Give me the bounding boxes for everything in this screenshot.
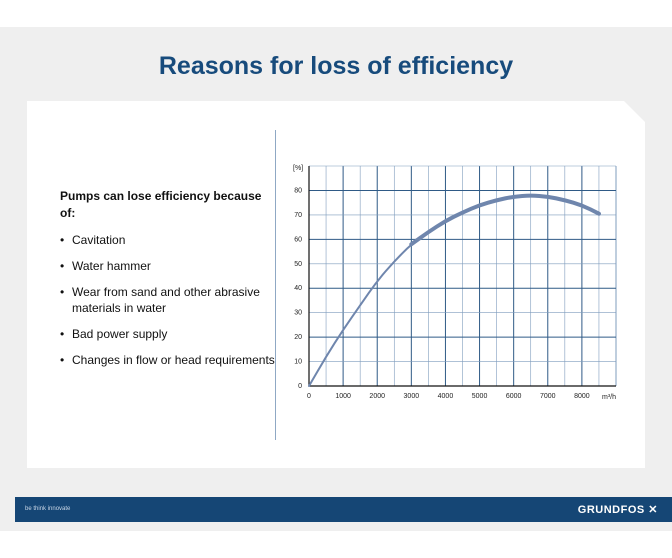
- list-item: Bad power supply: [60, 326, 275, 342]
- y-tick-label: 50: [294, 261, 302, 268]
- divider: [275, 130, 276, 440]
- x-tick-label: 8000: [574, 393, 590, 400]
- intro: Pumps can lose efficiency because of:: [60, 189, 262, 220]
- grundfos-logo-icon: ✕: [648, 504, 658, 516]
- y-tick-label: 20: [294, 334, 302, 341]
- x-tick-label: 4000: [438, 393, 454, 400]
- efficiency-curve-thick-segment: [409, 193, 601, 247]
- y-tick-label: 60: [294, 236, 302, 243]
- list-item: Water hammer: [60, 258, 275, 274]
- x-axis-label: m³/h: [602, 394, 616, 401]
- y-tick-label: 30: [294, 310, 302, 317]
- x-tick-label: 5000: [472, 393, 488, 400]
- x-tick-label: 1000: [335, 393, 351, 400]
- y-tick-label: 10: [294, 359, 302, 366]
- x-tick-label: 3000: [404, 393, 420, 400]
- reasons-text: Pumps can lose efficiency because of: Ca…: [60, 188, 275, 378]
- footer-bar: be think innovate GRUNDFOS ✕: [15, 497, 672, 522]
- x-tick-label: 6000: [506, 393, 522, 400]
- y-tick-label: 40: [294, 285, 302, 292]
- slide-title: Reasons for loss of efficiency: [158, 52, 514, 80]
- reasons-list: Cavitation Water hammer Wear from sand a…: [60, 232, 275, 368]
- y-tick-label: 70: [294, 212, 302, 219]
- list-item: Cavitation: [60, 232, 275, 248]
- list-item: Changes in flow or head requirements: [60, 352, 275, 368]
- y-axis-label: [%]: [293, 165, 303, 172]
- y-tick-label: 0: [298, 383, 302, 390]
- x-tick-label: 0: [307, 393, 311, 400]
- tagline: be think innovate: [25, 506, 71, 512]
- y-tick-label: 80: [294, 187, 302, 194]
- x-tick-label: 2000: [369, 393, 385, 400]
- x-tick-label: 7000: [540, 393, 556, 400]
- efficiency-curve: [308, 194, 600, 387]
- list-item: Wear from sand and other abrasive materi…: [60, 284, 275, 316]
- grundfos-logo: GRUNDFOS ✕: [577, 504, 658, 516]
